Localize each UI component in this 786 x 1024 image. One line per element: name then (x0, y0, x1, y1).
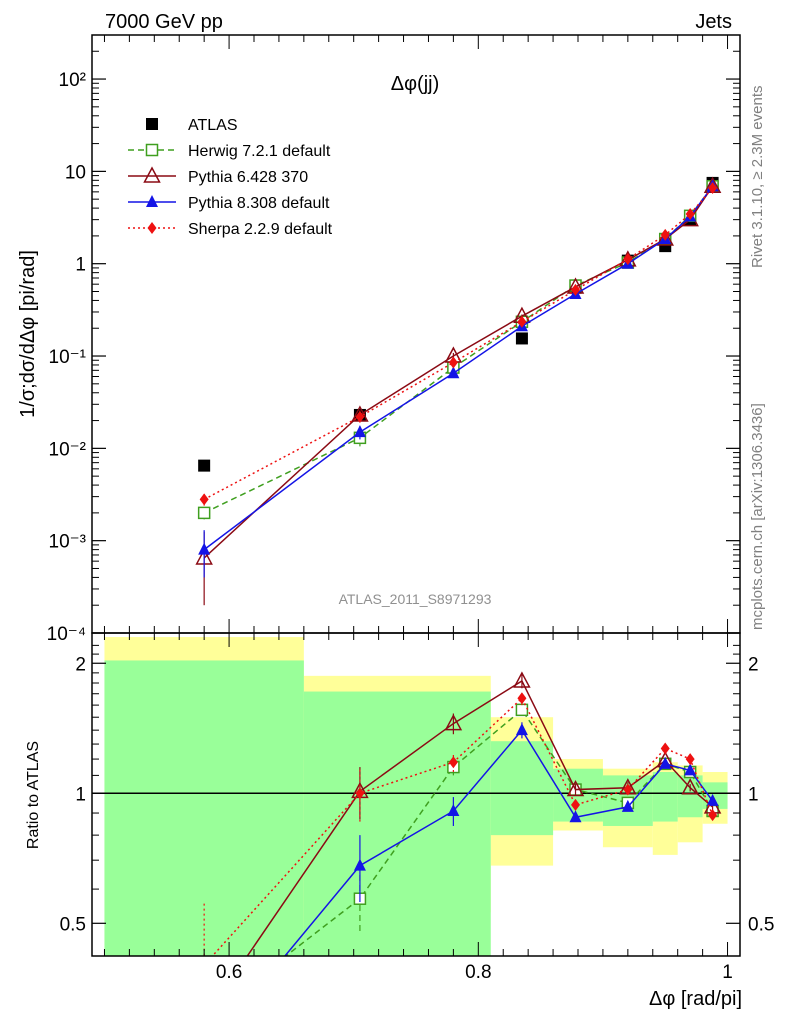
main-y-tick-label: 10⁻³ (49, 532, 87, 553)
ratio-point (623, 783, 633, 796)
legend-label: ATLAS (188, 117, 238, 134)
ratio-point (621, 799, 634, 812)
ratio-marks-layer (203, 671, 722, 956)
ratio-y-tick-label-left: 0.5 (60, 914, 86, 935)
main-point (448, 356, 458, 369)
ratio-line-sherpa-2-2-9-default (211, 696, 714, 956)
ratio-point (355, 787, 365, 800)
main-point (199, 493, 209, 506)
ratio-point (447, 803, 460, 816)
ratio-point (448, 756, 458, 769)
ratio-point (566, 779, 585, 797)
main-series-pythia-8-308-default (198, 179, 719, 578)
ratio-point (569, 810, 582, 823)
main-series-sherpa-2-2-9-default (199, 182, 718, 506)
ratio-point (515, 723, 528, 736)
x-tick-label: 0.8 (465, 962, 491, 983)
ratio-band-green (104, 660, 304, 956)
main-y-tick-label: 10 (65, 162, 86, 183)
ratio-band-green (652, 772, 678, 822)
main-point (198, 459, 211, 472)
ratio-point (659, 756, 672, 769)
main-y-tick-label: 10⁻⁴ (47, 624, 86, 645)
main-point (517, 315, 527, 328)
x-tick-label: 1 (722, 962, 733, 983)
legend-entry: Sherpa 2.2.9 default (128, 221, 333, 238)
ratio-y-tick-label-right: 2 (748, 654, 759, 675)
x-tick-label: 0.6 (216, 962, 242, 983)
mcplots-side-label: mcplots.cern.ch [arXiv:1306.3436] (749, 403, 766, 630)
ratio-panel: 0.5 0.5 1 1 2 2 0.6 0.8 1 Ratio to ATLAS Δφ [rad… (25, 632, 774, 1010)
main-y-tick-label: 10² (59, 70, 86, 91)
legend: ATLAS Herwig 7.2.1 default Pythia 6.428 37… (128, 117, 333, 238)
main-plot-title: Δφ(jj) (391, 73, 440, 95)
legend-marker (146, 118, 158, 130)
legend-label: Sherpa 2.2.9 default (188, 221, 333, 238)
legend-marker (147, 222, 157, 234)
legend-label: Pythia 8.308 default (188, 195, 330, 212)
main-y-axis-label: 1/σ;dσ/dΔφ [pi/rad] (17, 250, 39, 418)
main-y-tick-label: 1 (75, 255, 86, 276)
ratio-y-axis-label: Ratio to ATLAS (25, 741, 42, 849)
ratio-y-tick-label-left: 2 (75, 654, 86, 675)
main-panel: 10² 10 1 10⁻¹ 10⁻² 10⁻³ 10⁻⁴ Δφ(jj) ATLAS_2011… (17, 34, 741, 645)
main-point (198, 542, 211, 555)
header-right-label: Jets (695, 11, 732, 33)
ratio-point (706, 793, 719, 806)
ratio-series-pythia-8-308-default (283, 722, 719, 956)
main-point (685, 208, 695, 221)
header-left-label: 7000 GeV pp (105, 11, 223, 33)
ratio-band-green (490, 741, 554, 836)
legend-entry: Herwig 7.2.1 default (128, 143, 331, 160)
analysis-tag: ATLAS_2011_S8971293 (339, 591, 492, 607)
legend-entry: ATLAS (146, 117, 238, 134)
ratio-band-green (303, 691, 416, 956)
main-point (353, 425, 366, 438)
ratio-point (681, 778, 699, 795)
ratio-y-tick-label-right: 1 (748, 784, 759, 805)
legend-entry: Pythia 6.428 370 (128, 166, 308, 186)
main-y-tick-label: 10⁻¹ (49, 347, 87, 368)
legend-label: Pythia 6.428 370 (188, 169, 308, 186)
ratio-y-tick-label-right: 0.5 (748, 914, 774, 935)
ratio-axes-layer: 0.5 0.5 1 1 2 2 0.6 0.8 1 (60, 633, 774, 983)
ratio-point (684, 763, 697, 776)
ratio-point (444, 713, 463, 731)
legend-label: Herwig 7.2.1 default (188, 143, 331, 160)
main-point (571, 283, 581, 296)
ratio-panel-frame (91, 632, 741, 957)
main-y-tick-label: 10⁻² (49, 439, 87, 460)
rivet-side-label: Rivet 3.1.10, ≥ 2.3M events (749, 86, 766, 269)
ratio-point (513, 671, 531, 688)
legend-marker (145, 143, 159, 157)
ratio-point (517, 692, 527, 705)
main-point (708, 182, 718, 195)
legend-marker (143, 166, 161, 183)
ratio-point (515, 703, 529, 717)
x-axis-label: Δφ [rad/pi] (649, 988, 742, 1010)
main-series-pythia-6-428-370 (195, 176, 722, 606)
ratio-y-tick-label-left: 1 (75, 784, 86, 805)
main-marks-layer (195, 176, 722, 606)
main-point (515, 332, 528, 345)
ratio-point (660, 742, 670, 755)
ratio-point (708, 809, 718, 822)
main-point (447, 366, 460, 379)
main-point (197, 506, 211, 520)
ratio-series-sherpa-2-2-9-default (203, 691, 718, 956)
main-point (623, 253, 633, 266)
ratio-bands-layer (104, 637, 728, 956)
ratio-point (353, 858, 366, 871)
main-point (355, 410, 365, 423)
ratio-point (571, 798, 581, 811)
legend-marker (146, 195, 158, 207)
ratio-point (685, 753, 695, 766)
legend-entry: Pythia 8.308 default (128, 195, 330, 212)
main-point (660, 228, 670, 241)
